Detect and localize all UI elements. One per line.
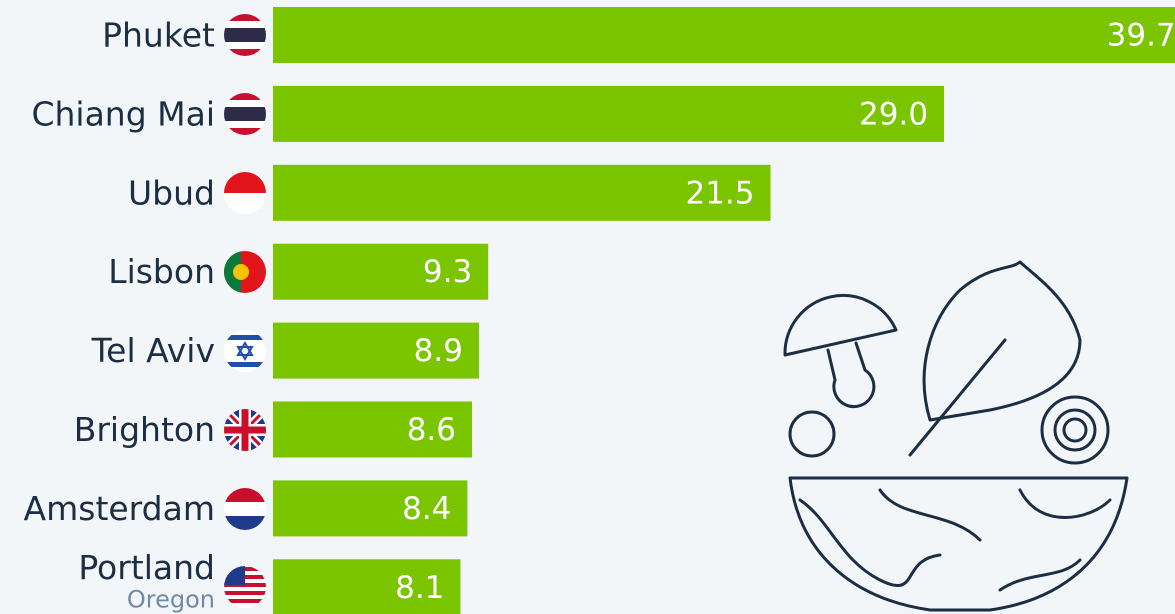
value-label: 8.4 bbox=[402, 491, 451, 527]
flag bbox=[223, 487, 267, 531]
value-label: 9.3 bbox=[423, 254, 472, 290]
flags bbox=[223, 13, 267, 609]
category-label: Lisbon bbox=[108, 252, 215, 291]
category-label: Chiang Mai bbox=[31, 94, 215, 133]
value-label: 8.1 bbox=[395, 570, 444, 606]
category-label: Portland bbox=[78, 548, 215, 587]
flag bbox=[223, 92, 267, 136]
flag bbox=[223, 329, 267, 373]
flag bbox=[223, 250, 267, 294]
illustration bbox=[785, 262, 1127, 610]
bar bbox=[273, 86, 944, 142]
flag bbox=[223, 13, 267, 57]
chart: Phuket 39.7 Chiang Mai 29.0 Ubud 21.5 Lisbon 9.… bbox=[0, 0, 1175, 614]
category-label: Amsterdam bbox=[24, 489, 215, 528]
category-label: Brighton bbox=[74, 410, 215, 449]
flag bbox=[223, 171, 267, 215]
value-label: 39.7 bbox=[1107, 18, 1175, 54]
category-label: Tel Aviv bbox=[91, 331, 215, 370]
page: {"chart_data": {"type": "bar", "orientat… bbox=[0, 0, 1175, 614]
category-label: Ubud bbox=[128, 173, 215, 212]
value-label: 8.9 bbox=[414, 333, 463, 369]
category-sublabel: Oregon bbox=[127, 585, 215, 613]
value-label: 29.0 bbox=[859, 96, 928, 132]
flag bbox=[223, 565, 267, 609]
bar bbox=[273, 7, 1175, 63]
value-label: 21.5 bbox=[685, 175, 754, 211]
flag bbox=[223, 408, 267, 452]
category-label: Phuket bbox=[102, 16, 215, 55]
value-label: 8.6 bbox=[407, 412, 456, 448]
bars: Phuket 39.7 Chiang Mai 29.0 Ubud 21.5 Lisbon 9.… bbox=[24, 7, 1175, 614]
